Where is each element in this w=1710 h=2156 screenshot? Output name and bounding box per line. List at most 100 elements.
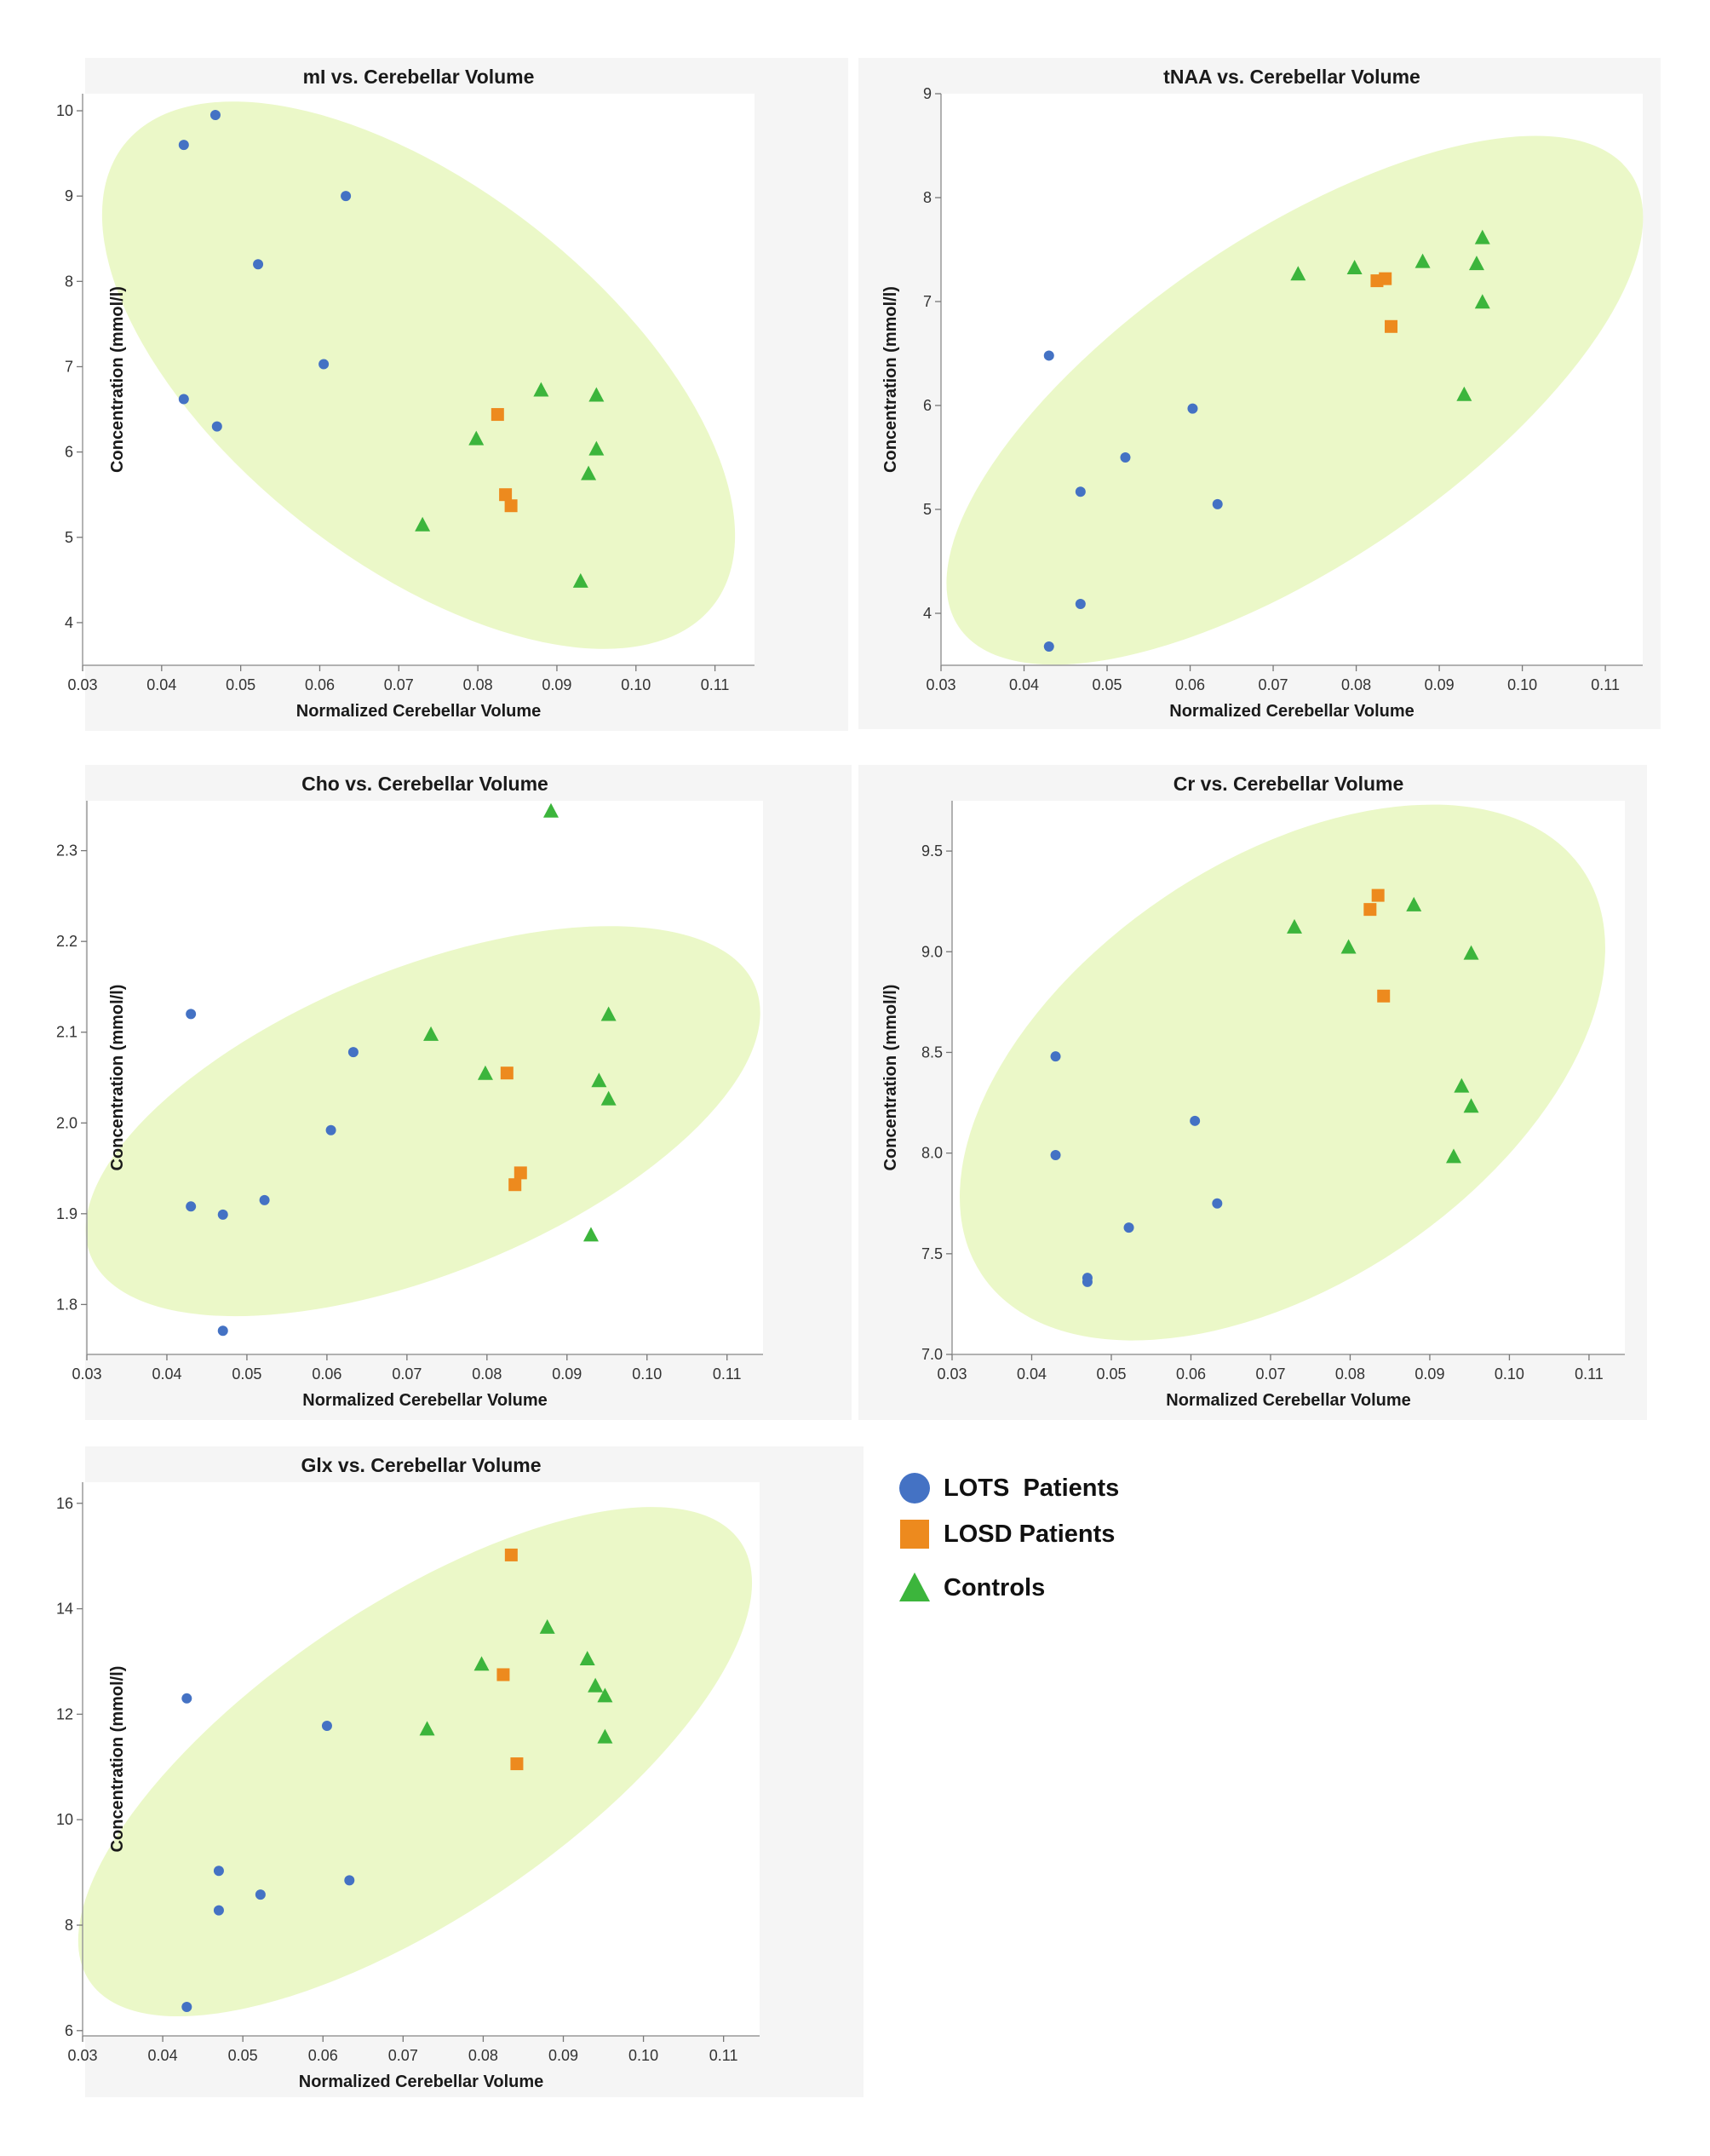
x-tick-label: 0.08 (472, 1365, 502, 1383)
data-point-lots (181, 1693, 192, 1704)
y-tick-label: 10 (56, 1811, 73, 1828)
data-point-losd (1377, 989, 1391, 1003)
data-point-controls (542, 802, 559, 818)
y-tick-label: 8 (65, 273, 73, 290)
chart-title: tNAA vs. Cerebellar Volume (1163, 66, 1420, 88)
data-point-losd (500, 1067, 514, 1080)
y-tick-label: 2.1 (56, 1024, 77, 1041)
data-point-controls (1456, 386, 1472, 401)
data-point-controls (579, 1651, 595, 1665)
circle-marker-icon (896, 1469, 933, 1507)
y-tick-label: 1.8 (56, 1296, 77, 1313)
data-point-lots (259, 1194, 270, 1205)
density-ellipse (960, 804, 1605, 1341)
data-point-controls (1287, 918, 1303, 934)
data-point-controls (468, 430, 485, 446)
y-tick-label: 9.0 (921, 943, 943, 960)
data-point-controls (597, 1687, 613, 1703)
data-point-controls (415, 516, 431, 532)
x-tick-label: 0.07 (1259, 676, 1288, 693)
x-tick-label: 0.09 (1425, 676, 1455, 693)
density-ellipse (946, 135, 1644, 665)
legend-item-losd: LOSD Patients (896, 1515, 1115, 1553)
data-point-controls (572, 572, 588, 588)
data-point-controls (1454, 1078, 1470, 1093)
y-tick-label: 9 (923, 85, 932, 102)
data-point-controls (1340, 939, 1357, 954)
y-tick-label: 7.0 (921, 1346, 943, 1363)
y-tick-label: 14 (56, 1601, 73, 1618)
x-tick-label: 0.04 (146, 676, 176, 693)
x-tick-label: 0.06 (305, 676, 335, 693)
x-tick-label: 0.08 (468, 2047, 498, 2064)
x-tick-label: 0.04 (1017, 1365, 1047, 1383)
legend-label-controls: Controls (944, 1573, 1046, 1601)
y-tick-label: 4 (65, 614, 73, 631)
y-tick-label: 5 (65, 529, 73, 546)
x-tick-label: 0.09 (548, 2047, 578, 2064)
data-point-lots (211, 421, 222, 432)
data-point-controls (1290, 266, 1306, 281)
x-tick-label: 0.10 (621, 676, 651, 693)
data-point-controls (423, 1026, 439, 1041)
data-point-losd (510, 1757, 524, 1771)
data-point-lots (318, 359, 330, 370)
x-tick-label: 0.05 (1093, 676, 1122, 693)
x-tick-label: 0.09 (1414, 1365, 1444, 1383)
square-marker-icon (896, 1515, 933, 1553)
data-point-lots (1123, 1222, 1134, 1233)
x-axis-label: Normalized Cerebellar Volume (299, 2073, 544, 2091)
data-point-losd (1363, 903, 1377, 917)
x-tick-label: 0.10 (1507, 676, 1537, 693)
data-point-losd (1371, 888, 1385, 902)
data-point-controls (1474, 294, 1490, 309)
x-tick-label: 0.03 (67, 2047, 97, 2064)
data-point-controls (588, 387, 605, 402)
y-tick-label: 8.0 (921, 1145, 943, 1162)
data-point-losd (1379, 272, 1392, 285)
y-tick-label: 6 (923, 397, 932, 414)
x-tick-label: 0.08 (1335, 1365, 1365, 1383)
data-point-lots (186, 1201, 197, 1212)
legend-item-controls: Controls (896, 1569, 1045, 1607)
data-point-controls (597, 1728, 613, 1744)
x-tick-label: 0.05 (228, 2047, 258, 2064)
x-tick-label: 0.09 (552, 1365, 582, 1383)
data-point-lots (1050, 1051, 1061, 1062)
x-tick-label: 0.07 (392, 1365, 422, 1383)
data-point-controls (533, 382, 549, 397)
data-point-losd (504, 1548, 518, 1561)
x-axis-label: Normalized Cerebellar Volume (1166, 1391, 1411, 1410)
data-point-losd (496, 1668, 510, 1682)
data-point-lots (1075, 486, 1086, 497)
x-tick-label: 0.11 (713, 1365, 742, 1383)
density-ellipse (85, 926, 760, 1317)
y-tick-label: 6 (65, 2022, 73, 2039)
x-tick-label: 0.08 (1341, 676, 1371, 693)
y-axis-label: Concentration (mmol/l) (881, 985, 900, 1171)
x-tick-label: 0.11 (701, 676, 730, 693)
data-point-losd (1385, 319, 1398, 333)
data-point-losd (504, 499, 518, 513)
x-tick-label: 0.08 (463, 676, 493, 693)
data-point-lots (325, 1124, 336, 1135)
x-tick-label: 0.03 (67, 676, 97, 693)
x-tick-label: 0.10 (632, 1365, 662, 1383)
data-point-losd (491, 408, 504, 422)
y-tick-label: 7 (923, 293, 932, 310)
y-tick-label: 10 (56, 102, 73, 119)
y-tick-label: 9 (65, 187, 73, 204)
data-point-lots (255, 1889, 266, 1900)
data-point-losd (499, 488, 513, 502)
y-tick-label: 7.5 (921, 1245, 943, 1262)
data-point-lots (181, 2001, 192, 2012)
chart-panel-cr: 0.03 0.04 0.05 0.06 0.07 0.08 0.09 0.10 0.11 7.0 7… (858, 765, 1647, 1420)
x-tick-label: 0.03 (937, 1365, 967, 1383)
y-tick-label: 9.5 (921, 842, 943, 860)
x-tick-label: 0.05 (1096, 1365, 1126, 1383)
x-tick-label: 0.06 (1176, 1365, 1206, 1383)
y-tick-label: 6 (65, 444, 73, 461)
chart-svg: 0.03 0.04 0.05 0.06 0.07 0.08 0.09 0.10 0.11 4 5 6 7… (881, 66, 1644, 721)
data-point-lots (1120, 452, 1131, 463)
data-point-controls (1468, 256, 1484, 271)
